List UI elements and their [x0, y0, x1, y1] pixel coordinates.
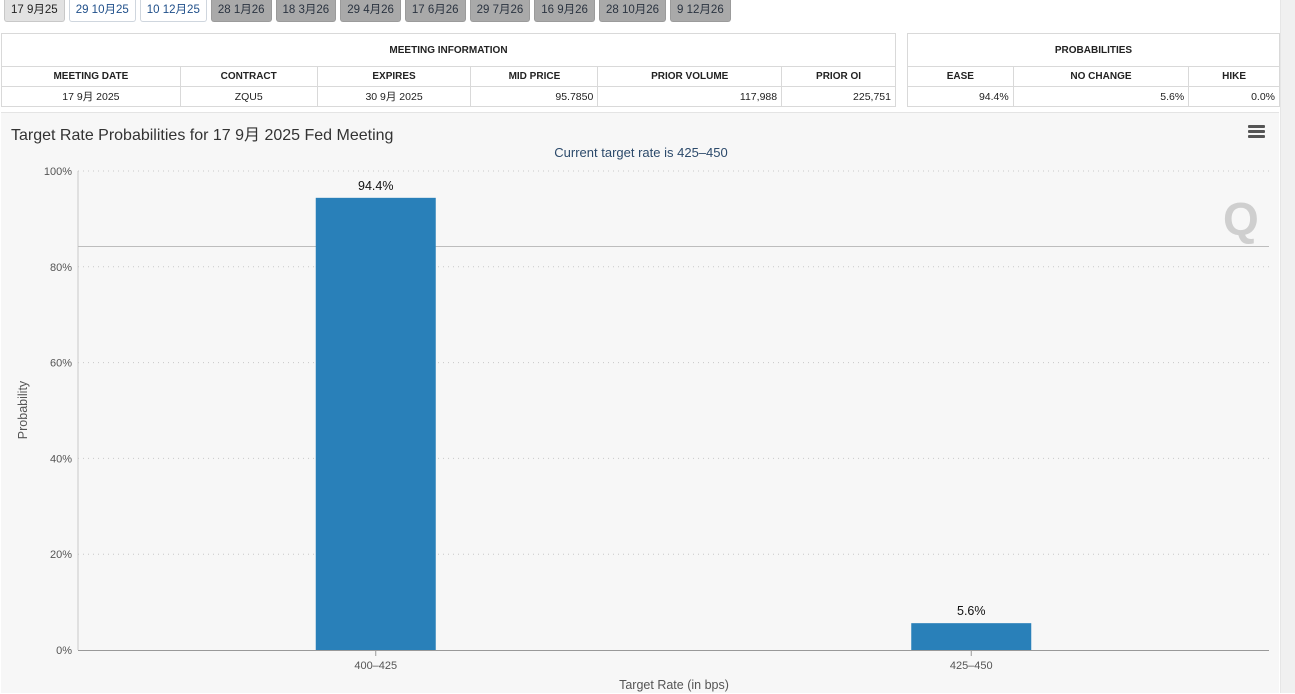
bar-value-label: 94.4%	[358, 179, 393, 193]
tab-meeting-date[interactable]: 28 10月26	[598, 0, 667, 22]
bar	[315, 197, 436, 650]
watermark-logo-icon: Q	[1223, 193, 1259, 245]
tab-meeting-date[interactable]: 17 9月25	[4, 0, 65, 22]
chart-container: 0% 20% 40% 60% 80% 100% Q 94.4% 400–425 5.6% 425–4…	[1, 112, 1279, 693]
tab-meeting-date[interactable]: 28 1月26	[210, 0, 272, 22]
meeting-date-tabs: 17 9月25 29 10月25 10 12月25 28 1月26 18 3月26 29 …	[4, 0, 731, 22]
ease-value: 94.4%	[907, 86, 1014, 107]
tab-meeting-date[interactable]: 10 12月25	[139, 0, 207, 22]
hike-value: 0.0%	[1188, 86, 1280, 107]
y-axis-title: Probability	[16, 380, 30, 439]
no-change-value: 5.6%	[1012, 86, 1190, 107]
chart-title: Target Rate Probabilities for 17 9月 2025…	[11, 127, 394, 144]
col-mid-price: MID PRICE	[470, 66, 599, 87]
tab-meeting-date[interactable]: 9 12月26	[670, 0, 731, 22]
tab-meeting-date[interactable]: 18 3月26	[275, 0, 337, 22]
col-prior-volume: PRIOR VOLUME	[597, 66, 783, 87]
meeting-date-value: 17 9月 2025	[1, 86, 181, 107]
meeting-information-title: MEETING INFORMATION	[1, 33, 896, 67]
col-meeting-date: MEETING DATE	[1, 66, 181, 87]
tab-meeting-date[interactable]: 29 7月26	[469, 0, 531, 22]
col-prior-oi: PRIOR OI	[781, 66, 896, 87]
y-tick-label: 100%	[44, 166, 72, 178]
expires-value: 30 9月 2025	[316, 86, 472, 107]
col-hike: HIKE	[1188, 66, 1280, 87]
probabilities-title: PROBABILITIES	[907, 33, 1280, 67]
page-scrollbar[interactable]	[1280, 0, 1295, 693]
tab-meeting-date[interactable]: 29 10月25	[68, 0, 136, 22]
contract-value: ZQU5	[179, 86, 318, 107]
y-tick-label: 80%	[50, 262, 72, 274]
tab-meeting-date[interactable]: 16 9月26	[534, 0, 595, 22]
y-tick-label: 60%	[50, 358, 72, 370]
y-tick-label: 0%	[56, 645, 72, 657]
mid-price-value: 95.7850	[470, 86, 599, 107]
chart-subtitle: Current target rate is 425–450	[554, 145, 727, 160]
y-tick-label: 40%	[50, 453, 72, 465]
prior-oi-value: 225,751	[781, 86, 896, 107]
col-no-change: NO CHANGE	[1012, 66, 1190, 87]
x-axis-title: Target Rate (in bps)	[619, 678, 729, 692]
bar	[911, 623, 1032, 650]
bar-chart: 0% 20% 40% 60% 80% 100% Q 94.4% 400–425 5.6% 425–4…	[16, 145, 1269, 692]
y-tick-label: 20%	[50, 549, 72, 561]
prior-volume-value: 117,988	[597, 86, 783, 107]
col-expires: EXPIRES	[316, 66, 472, 87]
probabilities-table: PROBABILITIES EASE NO CHANGE HIKE 94.4% …	[907, 33, 1280, 107]
x-tick-label: 425–450	[950, 660, 993, 672]
tab-meeting-date[interactable]: 17 6月26	[404, 0, 466, 22]
bar-value-label: 5.6%	[957, 604, 986, 618]
chart-menu-icon[interactable]	[1248, 125, 1265, 139]
col-contract: CONTRACT	[179, 66, 318, 87]
col-ease: EASE	[907, 66, 1014, 87]
tab-meeting-date[interactable]: 29 4月26	[340, 0, 401, 22]
meeting-information-table: MEETING INFORMATION MEETING DATE CONTRAC…	[1, 33, 896, 107]
x-tick-label: 400–425	[354, 660, 397, 672]
